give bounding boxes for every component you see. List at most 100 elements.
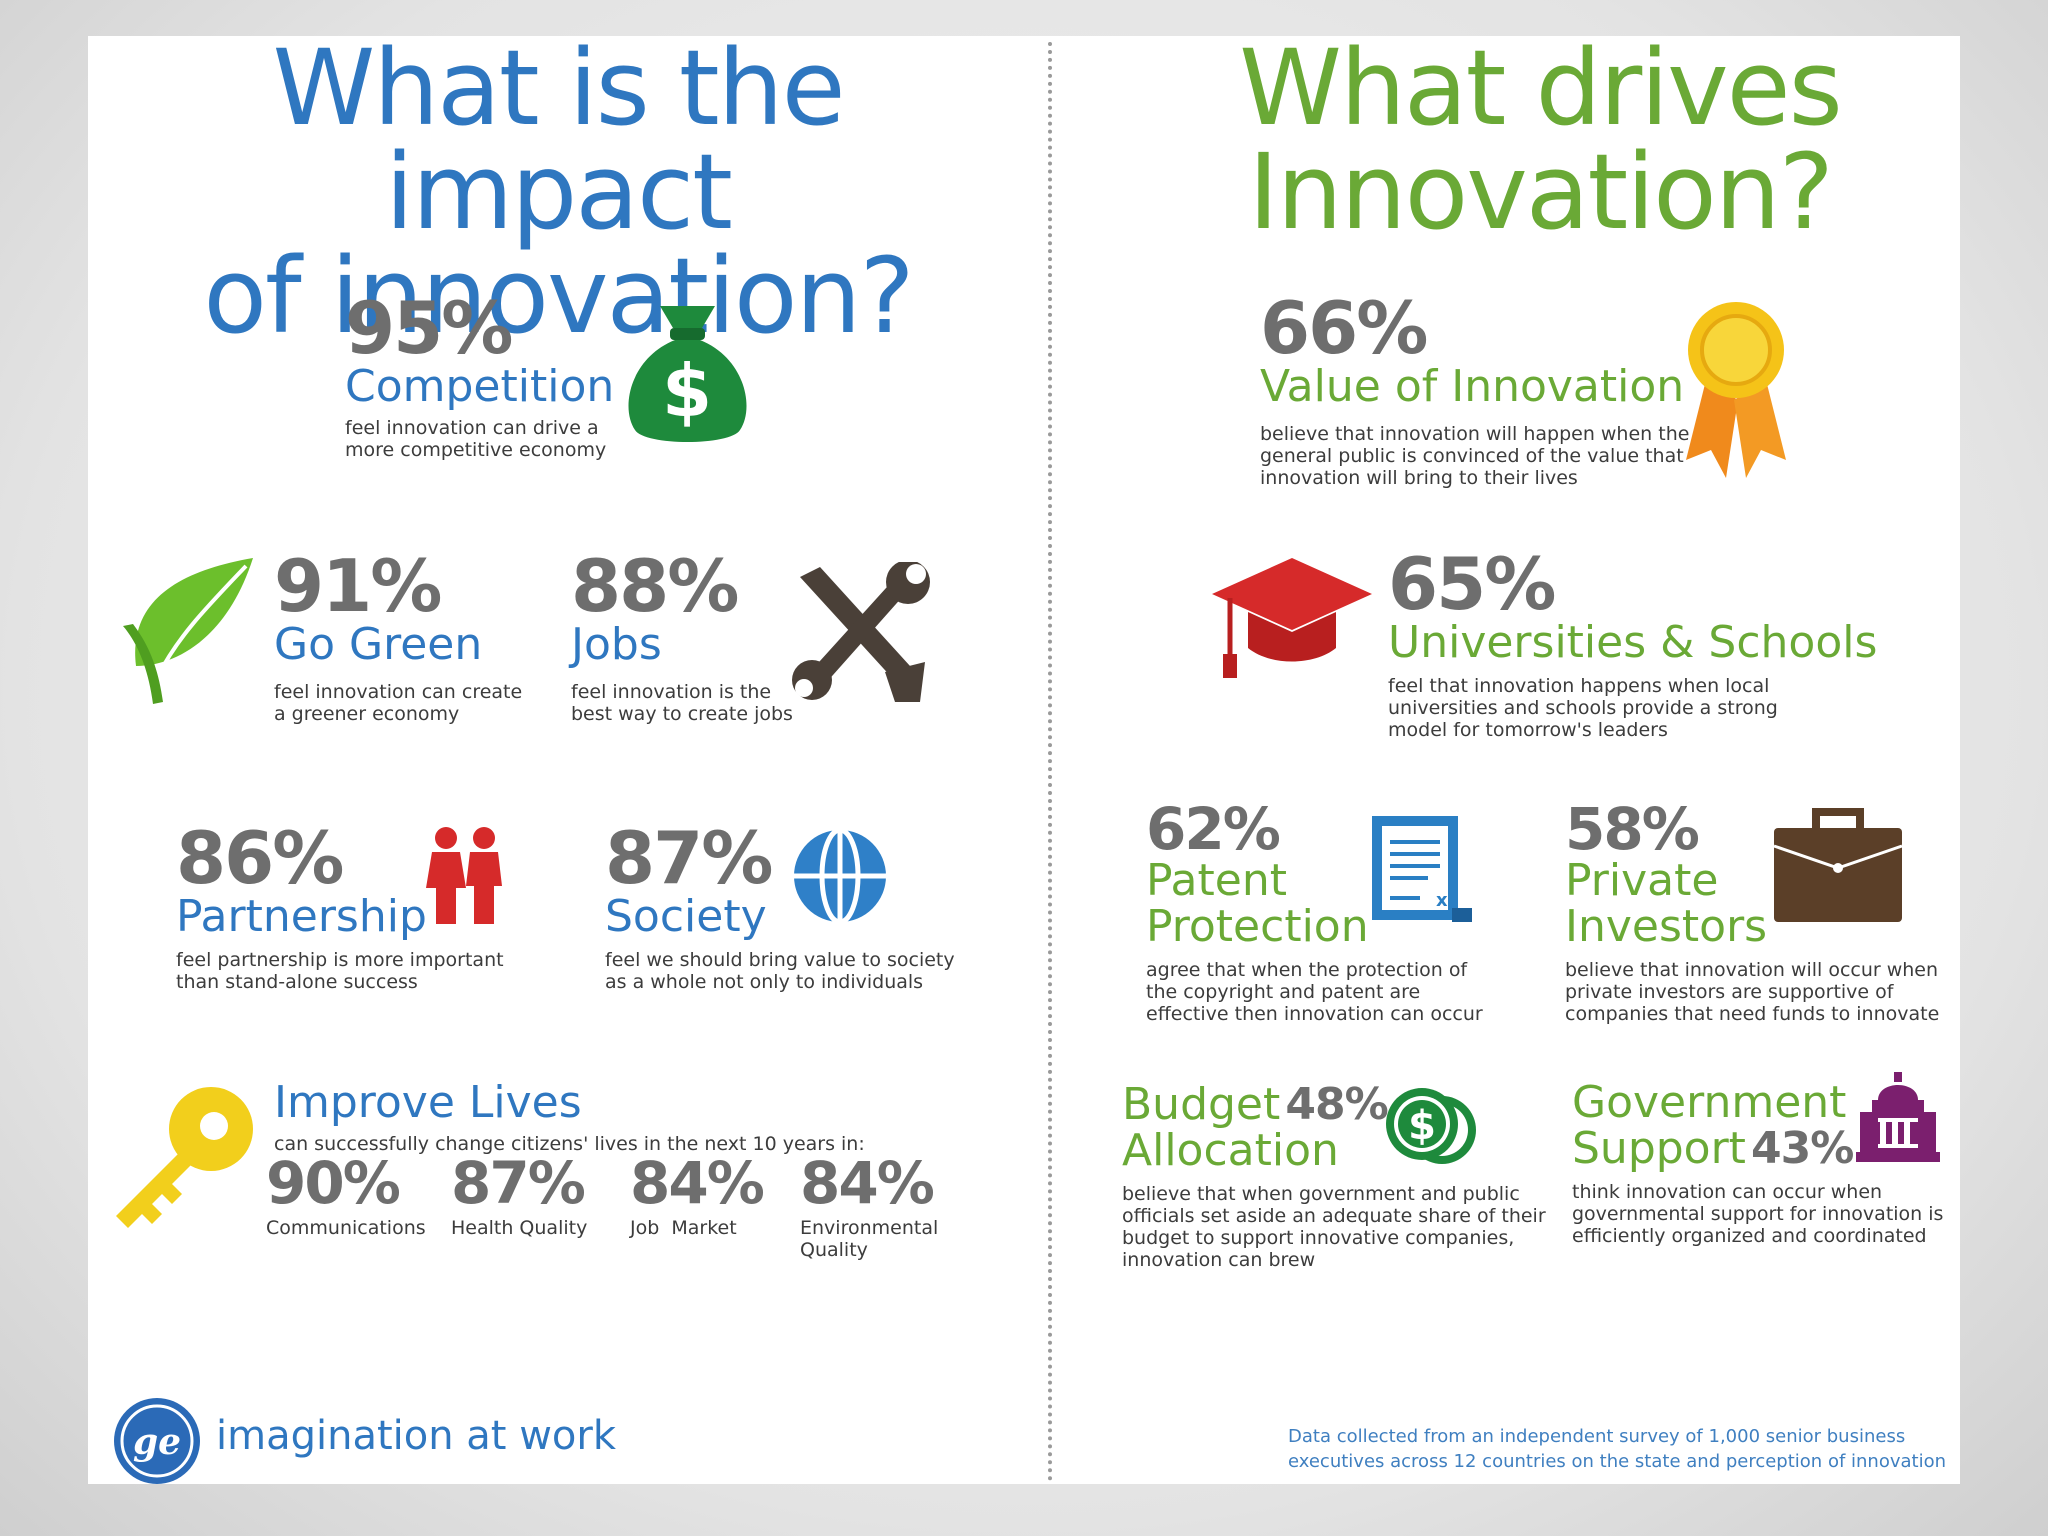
go-green-stat: 91% Go Green feel innovation can create … — [274, 550, 522, 726]
job-market-pct: 84% — [630, 1149, 765, 1217]
partnership-label: Partnership — [176, 891, 427, 942]
value-desc-line3: innovation will bring to their lives — [1260, 466, 1578, 489]
universities-desc-line3: model for tomorrow's leaders — [1388, 718, 1668, 741]
investors-stat: 58% Private Investors believe that innov… — [1565, 800, 1939, 1026]
patent-stat: 62% Patent Protection agree that when th… — [1146, 800, 1483, 1026]
jobs-stat: 88% Jobs feel innovation is the best way… — [571, 550, 793, 726]
jobs-desc-line2: best way to create jobs — [571, 703, 793, 726]
brand-tagline: imagination at work — [216, 1413, 616, 1459]
go-green-pct: 91% — [274, 544, 442, 628]
budget-desc-line3: budget to support innovative companies, — [1122, 1227, 1515, 1250]
patent-desc-line3: effective then innovation can occur — [1146, 1003, 1483, 1026]
patent-label-line1: Patent — [1146, 855, 1287, 906]
svg-text:$: $ — [662, 349, 712, 433]
society-desc-line1: feel we should bring value to society — [605, 949, 955, 972]
people-icon — [424, 826, 506, 926]
tools-icon — [790, 562, 930, 707]
improve-lives-item: 84% Environmental Quality — [800, 1154, 938, 1262]
value-desc-line1: believe that innovation will happen when… — [1260, 423, 1690, 446]
improve-lives-desc: can successfully change citizens' lives … — [274, 1133, 865, 1156]
job-market-caption: Job Market — [630, 1217, 737, 1239]
government-pct: 43% — [1751, 1123, 1854, 1175]
budget-desc-line1: believe that when government and public — [1122, 1183, 1520, 1206]
budget-pct: 48% — [1285, 1079, 1388, 1130]
jobs-pct: 88% — [571, 544, 739, 628]
partnership-stat: 86% Partnership feel partnership is more… — [176, 822, 504, 994]
government-desc-line2: governmental support for innovation is — [1572, 1203, 1944, 1226]
investors-pct: 58% — [1565, 795, 1700, 863]
improve-lives-block: Improve Lives can successfully change ci… — [274, 1077, 865, 1156]
universities-desc-line1: feel that innovation happens when local — [1388, 675, 1770, 698]
document-icon: x — [1368, 812, 1474, 927]
go-green-label: Go Green — [274, 619, 483, 670]
go-green-desc-line2: a greener economy — [274, 703, 460, 726]
competition-desc-line2: more competitive economy — [345, 439, 607, 462]
society-desc-line2: as a whole not only to individuals — [605, 971, 924, 994]
budget-desc-line4: innovation can brew — [1122, 1248, 1316, 1271]
partnership-pct: 86% — [176, 816, 344, 900]
government-desc-line1: think innovation can occur when — [1572, 1181, 1883, 1204]
briefcase-icon — [1772, 806, 1904, 924]
improve-lives-label: Improve Lives — [274, 1077, 582, 1128]
go-green-desc-line1: feel innovation can create — [274, 681, 523, 704]
left-title-line1: What is the impact — [272, 27, 845, 253]
center-divider — [1048, 42, 1052, 1482]
value-label: Value of Innovation — [1260, 361, 1685, 412]
right-title: What drives Innovation? — [1180, 36, 1900, 244]
government-building-icon — [1856, 1072, 1940, 1164]
budget-desc-line2: officials set aside an adequate share of… — [1122, 1205, 1546, 1228]
health-quality-pct: 87% — [451, 1149, 586, 1217]
competition-stat: 95% Competition feel innovation can driv… — [345, 292, 614, 462]
budget-label-line1: Budget — [1122, 1079, 1281, 1130]
universities-pct: 65% — [1388, 542, 1556, 626]
budget-stat: Budget 48% Allocation believe that when … — [1122, 1079, 1546, 1272]
svg-text:x: x — [1436, 890, 1448, 911]
svg-text:$: $ — [1408, 1103, 1436, 1149]
government-label-line2: Support — [1572, 1123, 1746, 1175]
society-stat: 87% Society feel we should bring value t… — [605, 822, 955, 994]
communications-pct: 90% — [266, 1149, 401, 1217]
right-title-line2: Innovation? — [1248, 131, 1834, 253]
universities-desc-line2: universities and schools provide a stron… — [1388, 697, 1778, 720]
footnote-line2: executives across 12 countries on the st… — [1288, 1451, 1947, 1473]
coins-icon: $ — [1382, 1084, 1478, 1170]
budget-label-line2: Allocation — [1122, 1125, 1339, 1177]
investors-desc-line2: private investors are supportive of — [1565, 981, 1894, 1004]
competition-pct: 95% — [345, 286, 513, 370]
svg-text:ge: ge — [133, 1421, 181, 1463]
government-label-line1: Government — [1572, 1077, 1847, 1128]
patent-desc-line1: agree that when the protection of — [1146, 959, 1468, 982]
jobs-desc-line1: feel innovation is the — [571, 681, 772, 704]
ge-logo-icon: ge — [112, 1396, 202, 1486]
value-pct: 66% — [1260, 286, 1428, 370]
investors-label-line2: Investors — [1565, 901, 1768, 953]
environmental-quality-caption-line2: Quality — [800, 1238, 868, 1261]
partnership-desc-line1: feel partnership is more important — [176, 949, 504, 972]
footnote-line1: Data collected from an independent surve… — [1288, 1426, 1906, 1447]
universities-stat: 65% Universities & Schools feel that inn… — [1388, 548, 1877, 742]
value-stat: 66% Value of Innovation believe that inn… — [1260, 292, 1689, 490]
jobs-label: Jobs — [571, 619, 662, 670]
improve-lives-item: 90% Communications — [266, 1154, 426, 1240]
environmental-quality-caption-line1: Environmental — [800, 1217, 939, 1239]
footnote: Data collected from an independent surve… — [1288, 1424, 1946, 1474]
health-quality-caption: Health Quality — [451, 1217, 588, 1239]
government-desc-line3: efficiently organized and coordinated — [1572, 1225, 1927, 1248]
universities-label: Universities & Schools — [1388, 617, 1878, 668]
value-desc-line2: general public is convinced of the value… — [1260, 445, 1684, 468]
ribbon-icon — [1676, 300, 1796, 480]
competition-label: Competition — [345, 361, 615, 412]
investors-desc-line3: companies that need funds to innovate — [1565, 1003, 1940, 1026]
society-pct: 87% — [605, 816, 773, 900]
patent-pct: 62% — [1146, 795, 1281, 863]
leaf-icon — [118, 556, 258, 706]
money-bag-icon: $ — [620, 298, 755, 448]
left-title: What is the impact of innovation? — [88, 36, 1028, 348]
investors-desc-line1: believe that innovation will occur when — [1565, 959, 1939, 982]
partnership-desc-line2: than stand-alone success — [176, 971, 418, 994]
improve-lives-item: 87% Health Quality — [451, 1154, 587, 1240]
infographic-panel — [88, 36, 1960, 1484]
globe-icon — [792, 828, 888, 924]
government-stat: Government Support 43% think innovation … — [1572, 1077, 1944, 1248]
environmental-quality-pct: 84% — [800, 1149, 935, 1217]
